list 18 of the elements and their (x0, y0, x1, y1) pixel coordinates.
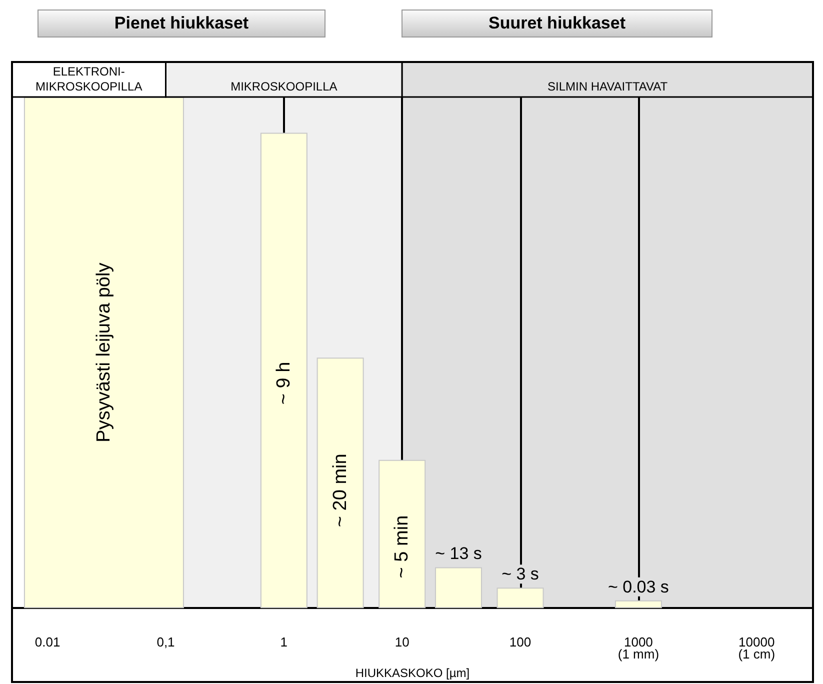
x-tick-label: 1 (280, 634, 288, 650)
annotation: ~ 0.03 s (608, 577, 669, 596)
annotation: ~ 5 min (392, 515, 413, 578)
annotation: ~ 13 s (435, 544, 482, 564)
text: Pienet hiukkaset (114, 14, 249, 32)
band-label: MIKROSKOOPILLA (230, 80, 338, 94)
annotation: Pysyvästi leijuva pöly (93, 262, 114, 442)
band-label: SILMIN HAVAITTAVAT (548, 80, 668, 94)
text: ELEKTRONI- MIKROSKOOPILLA (36, 64, 142, 94)
x-tick-label: 0.01 (34, 634, 60, 650)
annotation: ~ 20 min (330, 454, 351, 528)
x-tick-label: 10 (394, 634, 410, 650)
x-tick-label: 0,1 (156, 634, 175, 650)
x-tick-label: 100 (509, 634, 532, 650)
annotation: ~ 3 s (502, 564, 539, 584)
text: Suuret hiukkaset (488, 14, 626, 32)
annotation: ~ 9 h (273, 362, 294, 405)
x-axis-title: HIUKKASKOKO [µm] (355, 666, 470, 680)
